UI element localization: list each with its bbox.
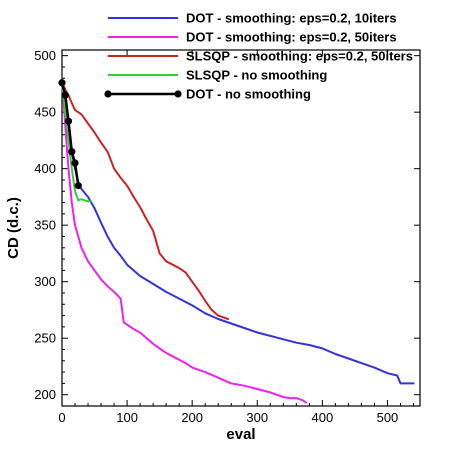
data-point — [71, 159, 79, 167]
legend: DOT - smoothing: eps=0.2, 10iters DOT - s… — [104, 11, 413, 102]
data-point — [58, 79, 66, 87]
y-tick-label: 400 — [34, 161, 56, 176]
y-tick-label: 500 — [34, 48, 56, 63]
legend-label-2: SLSQP - smoothing: eps=0.2, 50iters — [186, 49, 413, 64]
data-point — [74, 182, 82, 190]
series-line-0 — [61, 81, 415, 385]
x-tick-label: 0 — [58, 410, 65, 425]
x-tick-label: 100 — [116, 410, 138, 425]
x-tick-label: 200 — [181, 410, 203, 425]
plot-frame — [61, 49, 421, 407]
axes: 0 100 200 300 400 500 200 250 300 350 400 450 500 eva… — [5, 48, 421, 443]
y-tick-label: 450 — [34, 105, 56, 120]
y-axis-title: CD (d.c.) — [5, 197, 22, 259]
x-tick-label: 300 — [246, 410, 268, 425]
y-tick-label: 350 — [34, 218, 56, 233]
data-point — [61, 91, 69, 99]
y-tick-label: 300 — [34, 274, 56, 289]
series-line-2 — [61, 81, 229, 320]
series-line-3 — [61, 81, 93, 203]
x-axis-title: eval — [226, 426, 255, 443]
legend-label-4: DOT - no smoothing — [186, 87, 311, 102]
x-tick-label: 500 — [377, 410, 399, 425]
legend-label-1: DOT - smoothing: eps=0.2, 50iters — [186, 30, 397, 45]
legend-label-0: DOT - smoothing: eps=0.2, 10iters — [186, 11, 397, 26]
y-tick-label: 200 — [34, 387, 56, 402]
series-line-1 — [61, 81, 308, 404]
legend-marker — [104, 90, 112, 98]
x-tick-label: 400 — [312, 410, 334, 425]
legend-label-3: SLSQP - no smoothing — [186, 68, 327, 83]
data-point — [64, 117, 73, 125]
y-tick-label: 250 — [34, 331, 56, 346]
series-lines — [58, 79, 415, 404]
data-point — [68, 148, 76, 156]
legend-marker — [174, 90, 182, 98]
